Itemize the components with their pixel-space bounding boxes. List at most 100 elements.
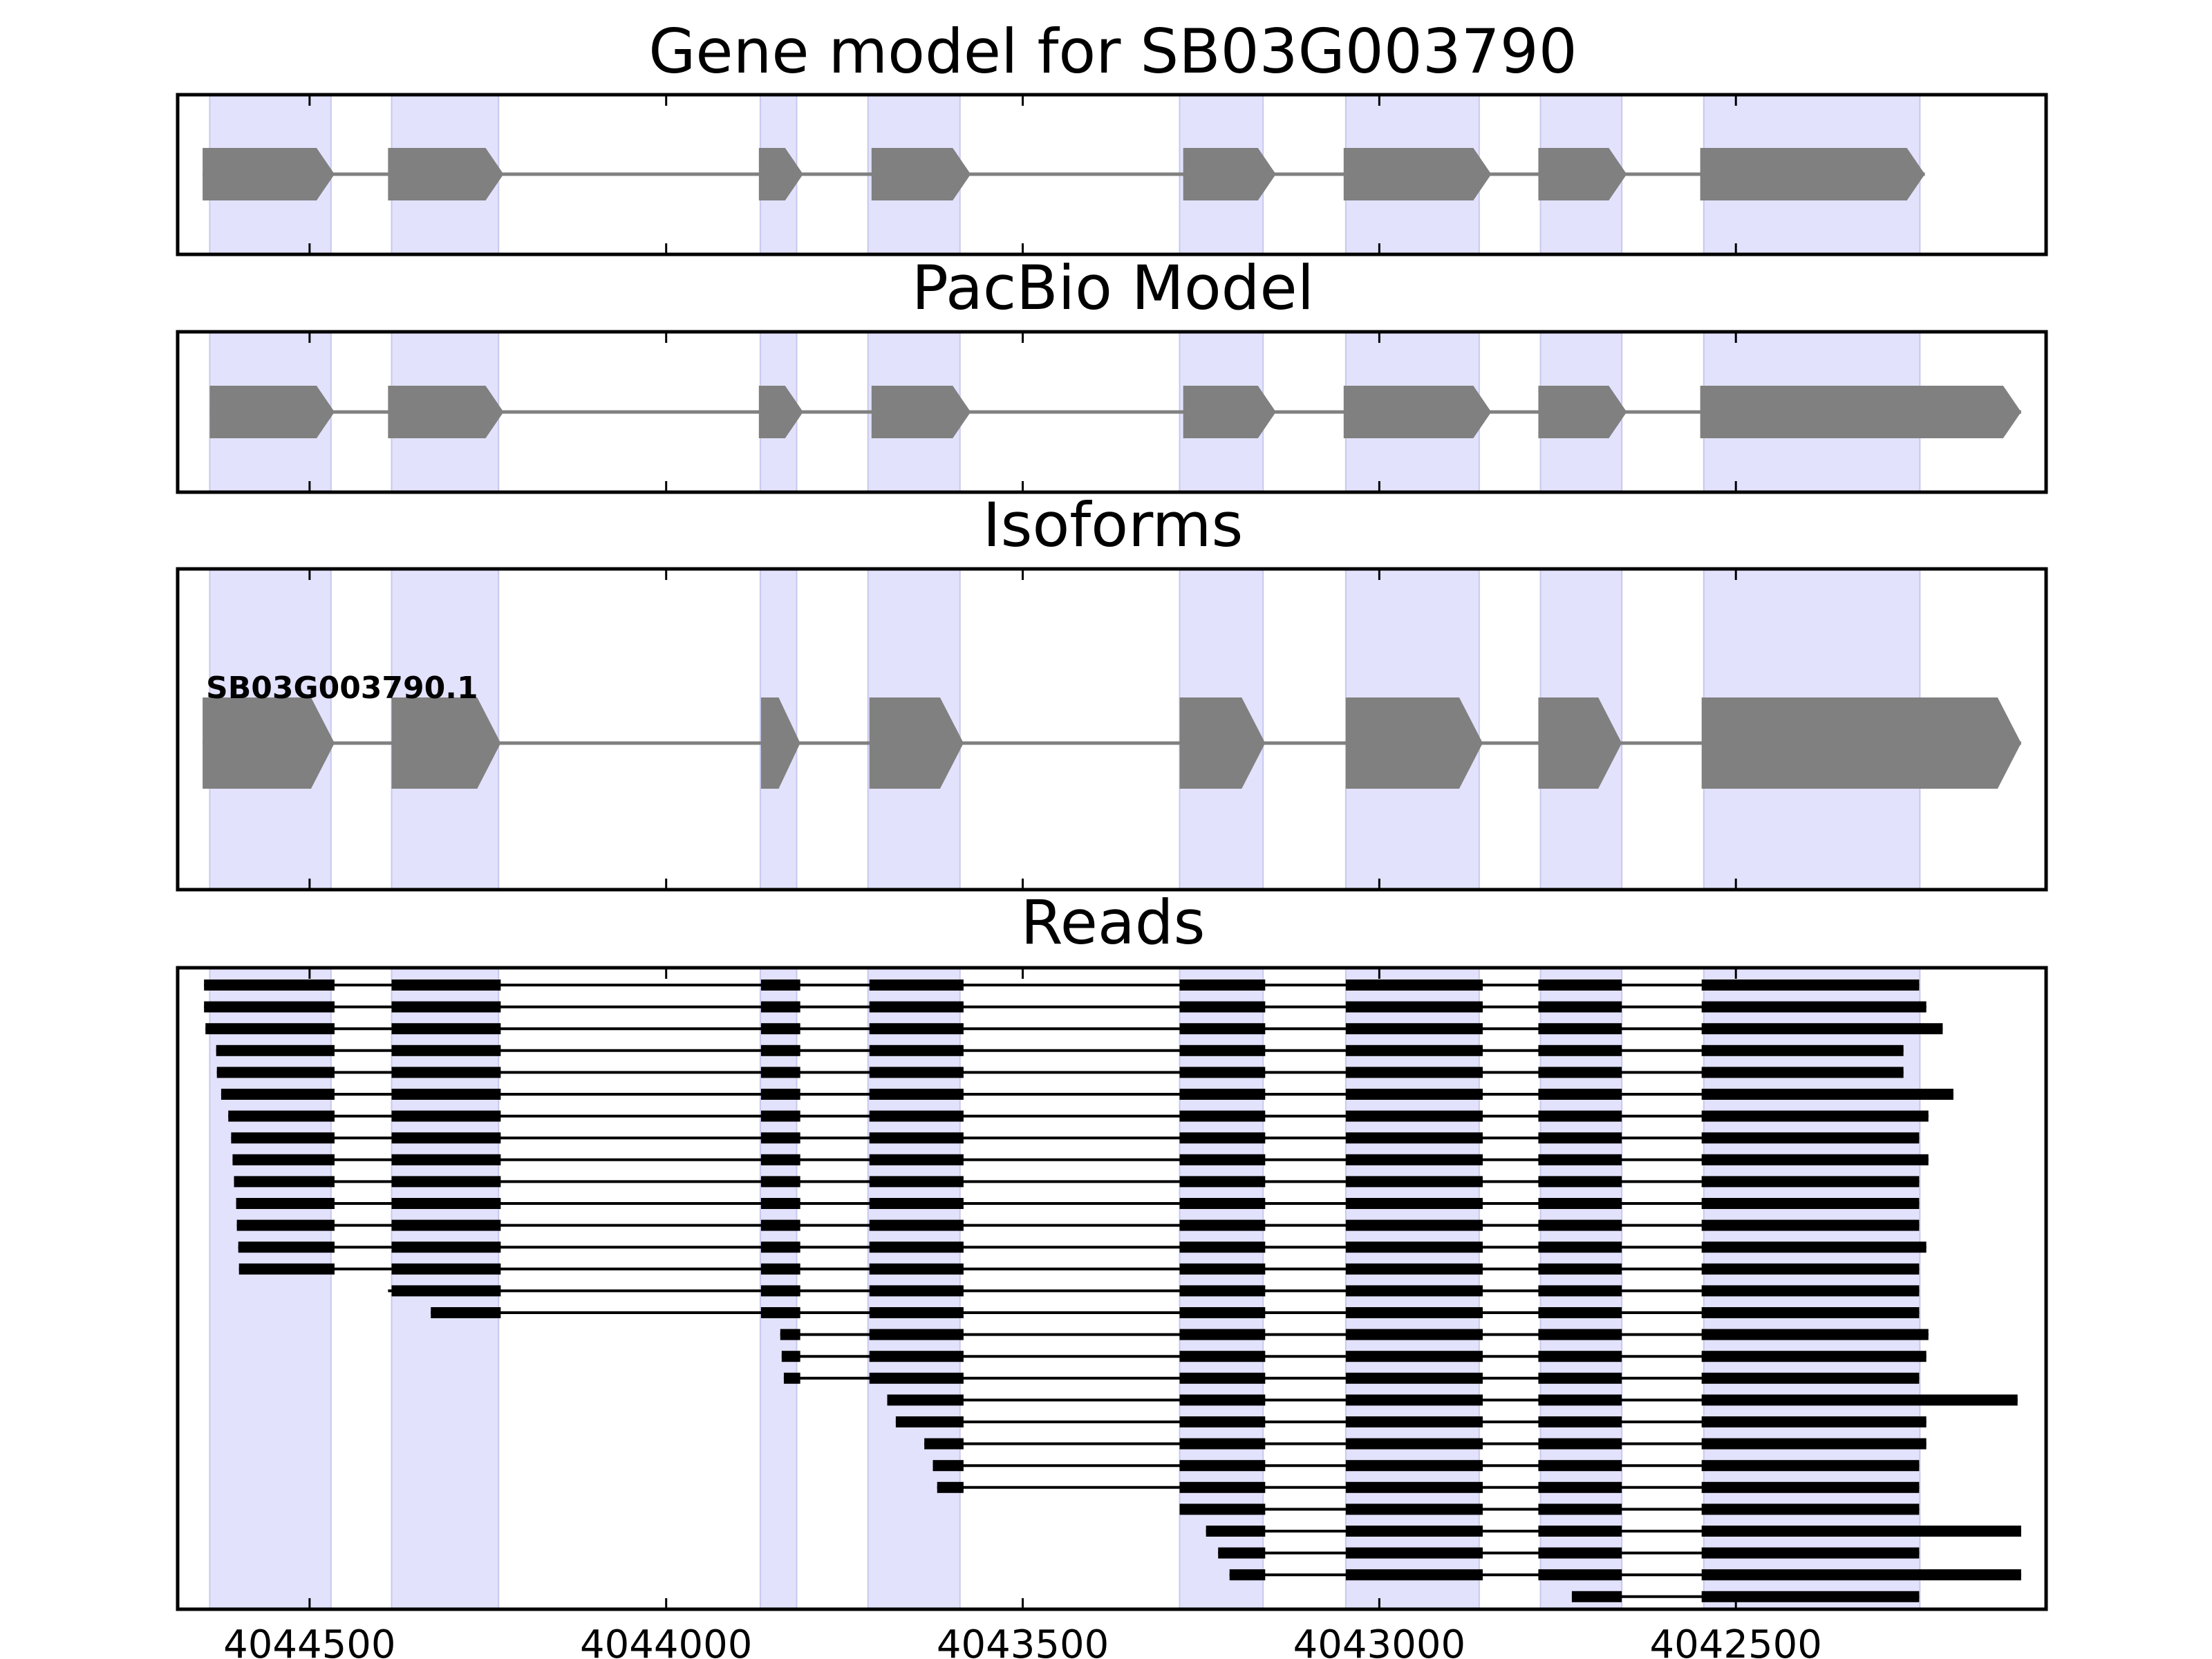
read-exon (1218, 1547, 1266, 1559)
read-exon (760, 1198, 800, 1209)
read-exon (391, 1219, 501, 1231)
read-exon (391, 1132, 501, 1144)
read-exon (1345, 1481, 1483, 1493)
exon-block (1183, 386, 1276, 438)
read-exon (869, 1241, 964, 1253)
read-exon (1345, 1438, 1483, 1450)
exon-block (1701, 697, 2021, 789)
read-exon (760, 1023, 800, 1035)
read-exon (1701, 1023, 1943, 1035)
read-exon (1179, 1307, 1266, 1318)
exon-block (1183, 148, 1276, 200)
read-exon (1538, 1001, 1622, 1013)
isoforms-frame (176, 567, 2048, 892)
read-exon (236, 1219, 335, 1231)
read-exon (869, 1132, 964, 1144)
read-exon (1701, 1547, 1920, 1559)
read-exon (1345, 1285, 1483, 1297)
read-exon (1179, 1219, 1266, 1231)
read-exon (391, 1110, 501, 1122)
read-exon (781, 1351, 800, 1362)
read-exon (1179, 1001, 1266, 1013)
read-exon (1701, 1132, 1920, 1144)
read-exon (1538, 1503, 1622, 1515)
read-exon (1179, 1285, 1266, 1297)
read-exon (1345, 1110, 1483, 1122)
read-exon (204, 980, 335, 991)
read-exon (1179, 1503, 1266, 1515)
read-exon (1538, 1154, 1622, 1165)
read-exon (1701, 980, 1920, 991)
read-exon (869, 1285, 964, 1297)
read-exon (1345, 1089, 1483, 1100)
read-exon (895, 1416, 964, 1427)
read-exon (1538, 1044, 1622, 1056)
read-exon (1538, 1526, 1622, 1537)
x-tick-label: 4043000 (1293, 1622, 1465, 1659)
read-exon (1538, 1263, 1622, 1275)
read-exon (1701, 1089, 1953, 1100)
read-exon (869, 1307, 964, 1318)
read-exon (760, 1285, 800, 1297)
read-exon (216, 1067, 335, 1078)
read-exon (1701, 1503, 1920, 1515)
read-exon (1538, 1481, 1622, 1493)
isoforms-ticks (308, 569, 1737, 890)
exon-block (758, 148, 803, 200)
read-exon (760, 1132, 800, 1144)
read-exon (869, 1023, 964, 1035)
isoform-label: SB03G003790.1 (206, 671, 478, 706)
read-exon (1701, 1481, 1920, 1493)
gene-model-structure (203, 148, 1925, 200)
read-exon (1179, 1154, 1266, 1165)
read-exon (869, 1329, 964, 1340)
read-exon (1538, 1067, 1622, 1078)
read-exon (1538, 980, 1622, 991)
read-exon (1179, 1372, 1266, 1384)
read-exon (869, 1176, 964, 1188)
read-exon (1701, 1416, 1927, 1427)
read-exon (1345, 1394, 1483, 1406)
read-exon (1345, 1329, 1483, 1340)
read-exon (1179, 1438, 1266, 1450)
read-exon (1345, 1569, 1483, 1581)
read-exon (391, 980, 501, 991)
read-exon (391, 1089, 501, 1100)
read-exon (1345, 1132, 1483, 1144)
read-exon (760, 980, 800, 991)
exon-block (1343, 386, 1492, 438)
read-exon (1538, 1198, 1622, 1209)
read-exon (1701, 1351, 1927, 1362)
read-exon (391, 1176, 501, 1188)
read-exon (1345, 1154, 1483, 1165)
read-exon (869, 1154, 964, 1165)
exon-block (1343, 148, 1492, 200)
exon-block (388, 148, 504, 200)
read-exon (1538, 1372, 1622, 1384)
read-exon (1538, 1219, 1622, 1231)
read-exon (869, 980, 964, 991)
read-exon (1179, 1351, 1266, 1362)
exon-block (391, 697, 501, 789)
read-exon (1345, 1219, 1483, 1231)
read-exon (1701, 1285, 1920, 1297)
x-axis-tick-labels: 4044500 4044000 4043500 4043000 4042500 (223, 1622, 1822, 1659)
read-exon (1345, 980, 1483, 991)
exon-block (1538, 148, 1627, 200)
read-exon (1345, 1067, 1483, 1078)
exon-block (871, 386, 971, 438)
read-exon (1538, 1176, 1622, 1188)
read-exon (1345, 1416, 1483, 1427)
read-exon (391, 1001, 501, 1013)
read-exon (1179, 1416, 1266, 1427)
pacbio-model-ticks (308, 332, 1737, 492)
read-exon (1179, 1132, 1266, 1144)
read-exon (760, 1307, 800, 1318)
read-exon (869, 1044, 964, 1056)
read-exon (1179, 980, 1266, 991)
read-exon (1701, 1198, 1920, 1209)
read-exon (391, 1154, 501, 1165)
read-exon (1701, 1263, 1920, 1275)
read-exon (216, 1044, 335, 1056)
read-exon (391, 1023, 501, 1035)
